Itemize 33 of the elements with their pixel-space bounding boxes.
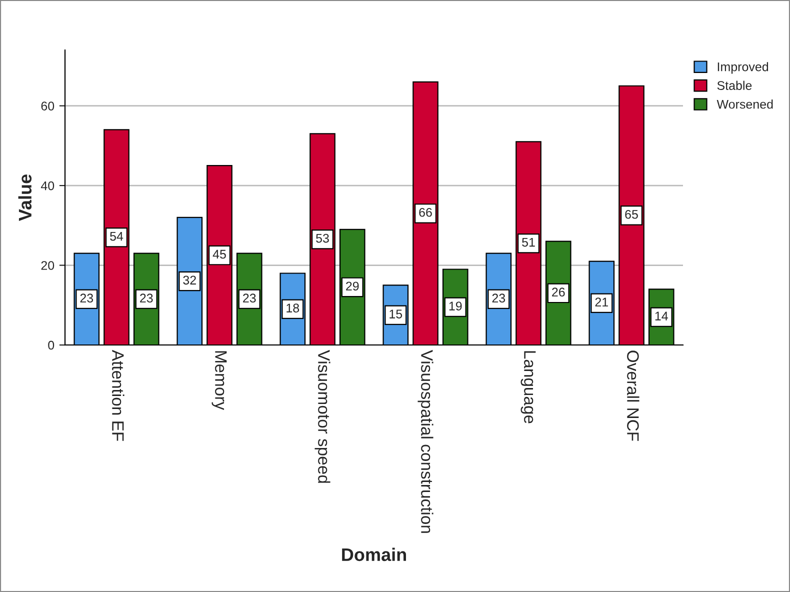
data-label: 21 bbox=[595, 298, 608, 306]
x-tick-label: Overall NCF bbox=[627, 350, 640, 441]
data-label: 53 bbox=[316, 234, 329, 243]
x-tick-label: Language bbox=[520, 351, 536, 424]
x-axis-title: Domain bbox=[342, 548, 406, 562]
data-label: 26 bbox=[552, 288, 565, 297]
y-tick-label: 20 bbox=[41, 261, 54, 270]
data-label: 54 bbox=[110, 232, 124, 241]
x-tick-label: Attention EF bbox=[112, 350, 124, 441]
data-label: 29 bbox=[346, 282, 359, 291]
legend-label: Stable bbox=[717, 80, 752, 90]
x-tick-label: Memory bbox=[212, 351, 227, 410]
data-label: 23 bbox=[492, 294, 506, 303]
data-label: 23 bbox=[243, 294, 256, 303]
data-label: 15 bbox=[390, 310, 402, 318]
legend-label: Worsened bbox=[716, 100, 773, 109]
data-label: 45 bbox=[212, 250, 226, 259]
y-axis-title: Value bbox=[18, 174, 32, 221]
x-tick-label: Visuomotor speed bbox=[314, 350, 330, 483]
data-label: 32 bbox=[183, 276, 196, 285]
data-label: 23 bbox=[140, 294, 153, 303]
data-label: 51 bbox=[522, 238, 535, 247]
y-tick-label: 60 bbox=[41, 102, 54, 110]
data-label: 19 bbox=[449, 302, 462, 310]
data-label: 18 bbox=[286, 304, 300, 312]
x-tick-label: Visuospatial construction bbox=[418, 350, 434, 533]
y-tick-label: 0 bbox=[48, 340, 54, 350]
legend-label: Improved bbox=[718, 62, 768, 74]
data-label: 65 bbox=[625, 210, 638, 219]
data-label: 14 bbox=[655, 312, 668, 320]
data-label: 66 bbox=[419, 208, 432, 217]
y-tick-label: 40 bbox=[40, 181, 54, 190]
data-label: 23 bbox=[80, 294, 94, 303]
